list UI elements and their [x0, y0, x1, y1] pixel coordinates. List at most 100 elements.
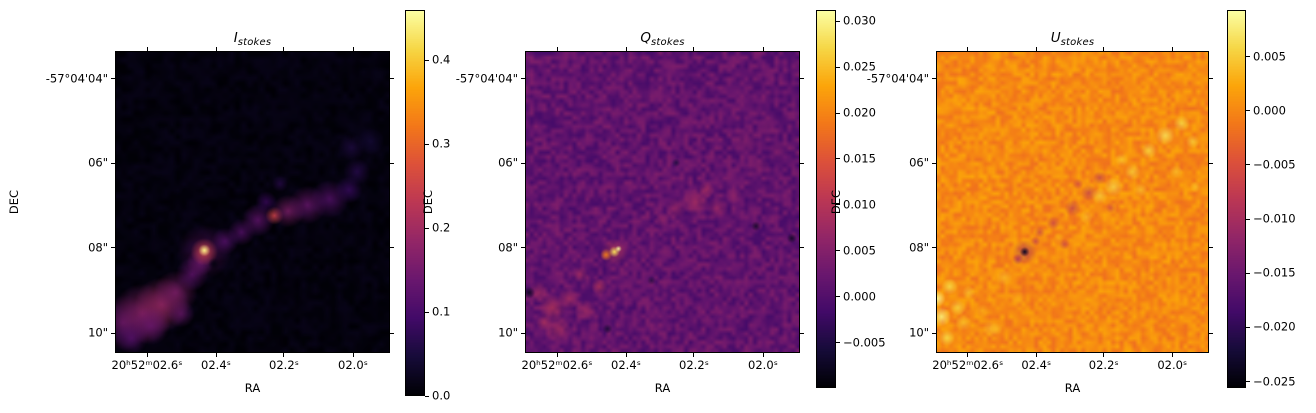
colorbar-tick — [1246, 164, 1250, 166]
colorbar-tick — [425, 311, 429, 313]
y-tick-right — [1209, 247, 1213, 249]
x-tick-label: 02.4ˢ — [201, 358, 231, 372]
colorbar-tick-label: 0.4 — [432, 52, 451, 67]
title-main: Q — [640, 30, 652, 46]
stokes-q-axes — [525, 51, 800, 353]
x-tick — [967, 353, 969, 357]
colorbar-tick — [836, 66, 840, 68]
y-tick-label: -57°04'04" — [45, 71, 108, 86]
y-tick-label: 08" — [498, 240, 518, 255]
y-tick-right — [390, 78, 394, 80]
colorbar-tick — [1246, 56, 1250, 58]
y-tick-label: 10" — [88, 325, 108, 340]
colorbar-tick — [836, 112, 840, 114]
y-tick — [521, 162, 525, 164]
colorbar-tick-label: −0.005 — [843, 335, 886, 350]
colorbar-tick-label: 0.0 — [432, 388, 451, 403]
y-tick-label: 06" — [498, 155, 518, 170]
x-tick-top — [556, 47, 558, 51]
stokes-i-axes — [115, 51, 390, 353]
y-tick-label: -57°04'04" — [866, 71, 929, 86]
x-tick-top — [352, 47, 354, 51]
colorbar-tick-label: 0.000 — [1253, 103, 1286, 118]
x-tick-label: 02.0ˢ — [338, 358, 368, 372]
y-tick — [111, 162, 115, 164]
x-tick-top — [625, 47, 627, 51]
stokes-u-map — [936, 51, 1209, 353]
x-tick — [1171, 353, 1173, 357]
y-tick — [521, 247, 525, 249]
y-tick — [932, 247, 936, 249]
x-tick — [1103, 353, 1105, 357]
y-tick — [111, 78, 115, 80]
dec-axis-label-2: DEC — [421, 189, 435, 215]
x-tick-label: 02.2ˢ — [1088, 358, 1119, 372]
x-tick-label: 20ʰ52ᵐ02.6ˢ — [521, 358, 593, 372]
colorbar-tick-label: 0.020 — [843, 105, 876, 120]
x-tick-top — [693, 47, 695, 51]
stokes-u-axes — [936, 51, 1209, 353]
colorbar-tick-label: 0.010 — [843, 197, 876, 212]
colorbar-tick-label: 0.000 — [843, 289, 876, 304]
title-main: U — [1050, 30, 1061, 46]
ra-axis-label-2: RA — [654, 381, 671, 395]
stokes-i-map — [115, 51, 390, 353]
colorbar-tick-label: 0.015 — [843, 151, 876, 166]
colorbar-tick — [836, 204, 840, 206]
x-tick-top — [1103, 47, 1105, 51]
x-tick-label: 02.2ˢ — [269, 358, 299, 372]
stokes-q-map — [525, 51, 800, 353]
y-tick-label: 10" — [909, 325, 929, 340]
colorbar-tick — [1246, 218, 1250, 220]
x-tick-top — [215, 47, 217, 51]
x-tick-label: 02.4ˢ — [1021, 358, 1052, 372]
x-tick — [556, 353, 558, 357]
colorbar-u-gradient — [1227, 10, 1246, 388]
y-tick-right — [390, 247, 394, 249]
title-main: I — [233, 30, 238, 46]
y-tick-right — [800, 162, 804, 164]
x-tick-top — [762, 47, 764, 51]
colorbar-tick-label: 0.025 — [843, 59, 876, 74]
colorbar-tick — [836, 20, 840, 22]
x-tick — [146, 353, 148, 357]
colorbar-i-gradient — [405, 10, 425, 396]
x-tick-top — [967, 47, 969, 51]
y-tick-label: 08" — [88, 240, 108, 255]
colorbar-tick-label: 0.3 — [432, 136, 451, 151]
colorbar-tick — [425, 227, 429, 229]
x-tick — [762, 353, 764, 357]
colorbar-tick — [1246, 326, 1250, 328]
x-tick-label: 02.4ˢ — [611, 358, 641, 372]
y-tick — [111, 247, 115, 249]
x-tick — [1035, 353, 1037, 357]
title-subscript: stokes — [1060, 37, 1095, 48]
x-tick — [625, 353, 627, 357]
y-tick — [111, 332, 115, 334]
y-tick-right — [390, 162, 394, 164]
colorbar-tick-label: 0.2 — [432, 220, 451, 235]
colorbar-tick-label: 0.005 — [1253, 49, 1286, 64]
x-tick-label: 02.0ˢ — [748, 358, 778, 372]
colorbar-tick — [836, 296, 840, 298]
y-tick-right — [800, 332, 804, 334]
x-tick-label: 20ʰ52ᵐ02.6ˢ — [932, 358, 1004, 372]
y-tick-right — [1209, 78, 1213, 80]
y-tick-label: -57°04'04" — [455, 71, 518, 86]
x-tick — [352, 353, 354, 357]
x-tick — [693, 353, 695, 357]
colorbar-tick — [1246, 272, 1250, 274]
y-tick-label: 06" — [909, 155, 929, 170]
y-tick — [932, 78, 936, 80]
x-tick — [215, 353, 217, 357]
colorbar-tick-label: 0.1 — [432, 304, 451, 319]
panel-title-u: Ustokes — [936, 28, 1209, 48]
y-tick — [932, 332, 936, 334]
colorbar-u — [1227, 10, 1246, 388]
x-tick-top — [1171, 47, 1173, 51]
panel-title-i: Istokes — [115, 28, 390, 48]
y-tick-label: 08" — [909, 240, 929, 255]
colorbar-tick — [1246, 381, 1250, 382]
title-subscript: stokes — [237, 37, 272, 48]
